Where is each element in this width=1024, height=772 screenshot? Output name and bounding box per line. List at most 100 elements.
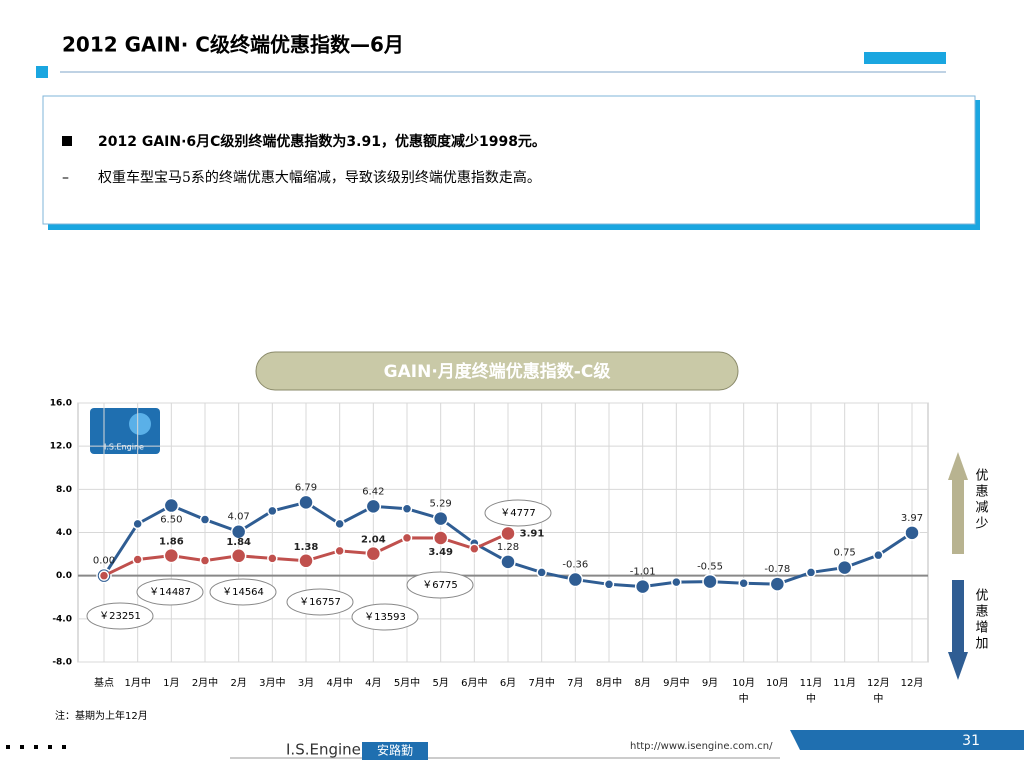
data-label: 6.50: [160, 515, 182, 526]
logo-icon: [129, 413, 151, 435]
summary-bullet: 2012 GAIN·6月C级别终端优惠指数为3.91，优惠额度减少1998元。: [98, 133, 546, 150]
data-label: 1.86: [159, 537, 184, 548]
point: [98, 570, 110, 581]
data-label: 1.84: [226, 537, 251, 548]
page-box: [930, 732, 990, 750]
data-label: 6.42: [362, 486, 384, 497]
callout: [286, 588, 354, 616]
data-label: -0.78: [764, 564, 790, 575]
title-marker: [36, 66, 48, 78]
point: [163, 497, 180, 514]
point: [334, 518, 345, 530]
dash: –: [62, 170, 69, 186]
x-tick-label: 11月: [833, 677, 856, 689]
y-tick-label: 12.0: [50, 442, 72, 452]
point: [298, 494, 314, 511]
x-tick-label: 5月中: [394, 676, 420, 689]
x-tick-label: 1月中: [124, 676, 150, 689]
point: [132, 554, 143, 565]
x-tick-label: 12月: [901, 677, 924, 689]
point: [769, 576, 786, 592]
data-label: 4.07: [228, 512, 250, 523]
data-label: -1.01: [630, 567, 656, 578]
data-label: 2.04: [361, 535, 386, 546]
point: [199, 555, 211, 566]
data-label: 5.29: [430, 499, 452, 510]
point: [500, 554, 516, 570]
bullet: [62, 136, 72, 146]
arrow-up-head: [948, 452, 968, 480]
footer-brand: I.S.Engine: [286, 741, 361, 759]
arrow-label-char: 少: [975, 517, 988, 532]
x-tick-label: 基点: [94, 676, 114, 689]
point: [401, 532, 413, 544]
y-tick-label: 16.0: [50, 399, 72, 409]
arrow-label-char: 减: [975, 501, 988, 516]
arrow-label-char: 优: [975, 589, 988, 604]
footer-url: http://www.isengine.com.cn/: [630, 741, 773, 752]
arrow-label-char: 惠: [975, 605, 988, 620]
point: [334, 545, 345, 557]
x-tick-label: 2月中: [192, 676, 218, 689]
callout: [351, 603, 419, 631]
y-tick-label: 0.0: [56, 571, 72, 581]
slide-title: 2012 GAIN· C级终端优惠指数—6月: [62, 33, 404, 57]
plot: -8.0 -4.0 0.0 4.0 8.0 12.0 16.0 基点 1月中 1月 2月中 2月 3月中…: [50, 399, 928, 705]
x-tick-label: 3月中: [259, 676, 285, 689]
point: [738, 577, 749, 589]
point: [163, 547, 180, 564]
point: [469, 543, 480, 554]
point: [365, 498, 382, 515]
point: [836, 559, 853, 576]
logo-text: I.S.Engine: [104, 443, 144, 452]
callout-text: ￥6775: [422, 580, 457, 591]
footer-dots: [6, 745, 66, 749]
data-label: 0.00: [93, 556, 115, 567]
chart-title: GAIN·月度终端优惠指数-C级: [384, 361, 611, 382]
x-tick-label: 5月: [432, 677, 448, 689]
point: [132, 518, 143, 530]
x-tick-label: 2月: [230, 677, 246, 689]
arrow-label-char: 加: [975, 637, 988, 652]
point: [365, 545, 382, 562]
callout-text: ￥4777: [500, 508, 535, 519]
point: [671, 576, 682, 588]
arrow-down-head: [948, 652, 968, 680]
x-tick-label: 10月: [766, 677, 789, 689]
point: [536, 567, 547, 578]
summary-detail: 权重车型宝马5系的终端优惠大幅缩减，导致该级别终端优惠指数走高。: [98, 169, 541, 186]
callout: [136, 578, 204, 606]
callout-text: ￥16757: [299, 597, 341, 608]
data-label: 1.28: [497, 542, 519, 553]
x-tick-label: 12月中: [867, 677, 890, 705]
data-label: -0.55: [697, 562, 723, 573]
point: [199, 514, 211, 525]
point: [567, 571, 584, 588]
data-label: 3.97: [901, 513, 923, 524]
x-tick-label: 9月: [702, 677, 718, 689]
x-tick-label: 7月: [567, 677, 583, 689]
arrow-down-body: [952, 580, 964, 652]
point: [230, 523, 247, 540]
title-accent: [864, 52, 946, 64]
y-tick-label: 4.0: [56, 528, 72, 538]
point: [432, 510, 449, 527]
callout-text: ￥23251: [99, 611, 141, 622]
chart-title-pill: [255, 351, 739, 391]
arrow-up-body: [952, 480, 964, 554]
data-label: 3.91: [520, 528, 545, 539]
point: [230, 548, 247, 564]
callout: [406, 571, 474, 599]
footer-brand-cn: 安路勤: [377, 743, 413, 758]
callout: [484, 499, 552, 527]
x-tick-label: 3月: [298, 677, 314, 689]
point: [401, 503, 413, 515]
point: [805, 567, 817, 578]
page-number: 31: [962, 733, 980, 749]
data-label: 1.38: [294, 542, 319, 553]
point: [267, 505, 278, 517]
callout-text: ￥14564: [222, 587, 264, 598]
arrow-label-char: 惠: [975, 485, 988, 500]
callout-text: ￥14487: [149, 587, 191, 598]
